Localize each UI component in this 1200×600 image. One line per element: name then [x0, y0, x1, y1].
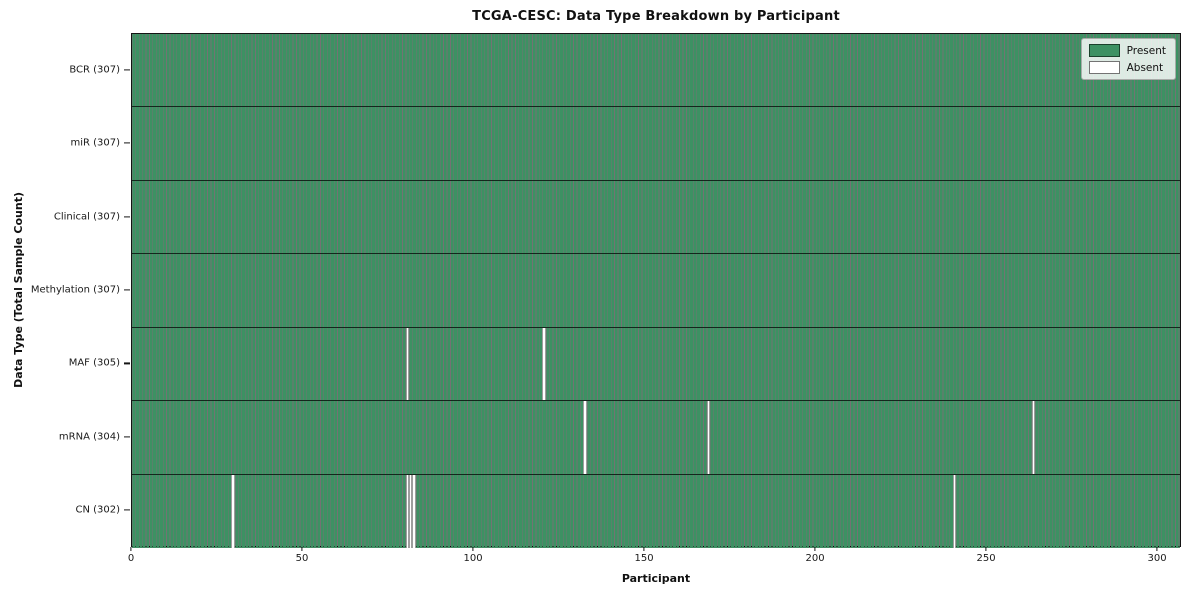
y-tick-mark — [124, 436, 130, 438]
legend-swatch-absent — [1088, 61, 1120, 74]
legend-entry-absent: Absent — [1088, 61, 1166, 74]
x-tick-mark-300 — [1156, 547, 1158, 551]
heatmap-row-cn — [132, 474, 1180, 548]
x-tick-mark-100 — [472, 547, 474, 551]
heatmap-row-bcr — [132, 34, 1180, 108]
x-tick-mark-200 — [814, 547, 816, 551]
x-tick-label-150: 150 — [634, 553, 654, 564]
y-tick-mark — [124, 509, 130, 511]
legend: Present Absent — [1080, 38, 1176, 80]
absent-cell-cn-29 — [231, 474, 235, 548]
x-tick-mark-250 — [985, 547, 987, 551]
y-tick-mark — [124, 362, 130, 365]
x-tick-label-100: 100 — [463, 553, 483, 564]
x-tick-label-200: 200 — [805, 553, 825, 564]
x-tick-mark-150 — [643, 547, 645, 551]
absent-cell-mrna-263 — [1031, 401, 1035, 474]
legend-label-present: Present — [1126, 44, 1166, 57]
heatmap-row-mrna — [132, 401, 1180, 475]
absent-cell-mrna-132 — [583, 401, 587, 474]
heatmap-row-clinical — [132, 180, 1180, 255]
y-tick-label-maf: MAF (305) — [68, 357, 120, 369]
y-tick-mark — [124, 215, 130, 218]
y-tick-mark — [124, 289, 130, 291]
absent-cell-cn-82 — [412, 474, 416, 548]
legend-entry-present: Present — [1088, 44, 1166, 57]
absent-cell-mrna-168 — [706, 401, 710, 474]
x-tick-label-250: 250 — [976, 553, 996, 564]
y-tick-label-mrna: mRNA (304) — [58, 431, 120, 443]
x-tick-label-50: 50 — [295, 553, 309, 564]
x-tick-mark-0 — [130, 547, 132, 551]
y-tick-label-methylation: Methylation (307) — [30, 284, 120, 296]
heatmap-row-maf — [132, 327, 1180, 402]
heatmap-row-methylation — [132, 254, 1180, 328]
x-axis-label: Participant — [621, 572, 691, 585]
absent-cell-cn-81 — [409, 474, 413, 548]
heatmap-row-mir — [132, 107, 1180, 181]
absent-cell-cn-240 — [952, 474, 957, 548]
y-tick-label-cn: CN (302) — [75, 504, 120, 516]
y-tick-label-clinical: Clinical (307) — [53, 211, 120, 223]
x-tick-mark-50 — [301, 547, 303, 551]
y-tick-label-mir: miR (307) — [70, 137, 120, 149]
y-tick-mark — [124, 142, 130, 144]
chart-title: TCGA-CESC: Data Type Breakdown by Partic… — [472, 9, 840, 24]
absent-cell-maf-120 — [542, 327, 546, 401]
x-tick-label-300: 300 — [1147, 553, 1167, 564]
absent-cell-cn-80 — [405, 474, 410, 548]
absent-cell-maf-80 — [405, 327, 410, 401]
plot-area — [131, 33, 1181, 548]
y-tick-label-bcr: BCR (307) — [69, 64, 120, 76]
y-tick-mark — [124, 69, 130, 71]
legend-label-absent: Absent — [1126, 61, 1164, 74]
x-tick-label-0: 0 — [127, 553, 135, 564]
legend-swatch-present — [1088, 44, 1120, 57]
